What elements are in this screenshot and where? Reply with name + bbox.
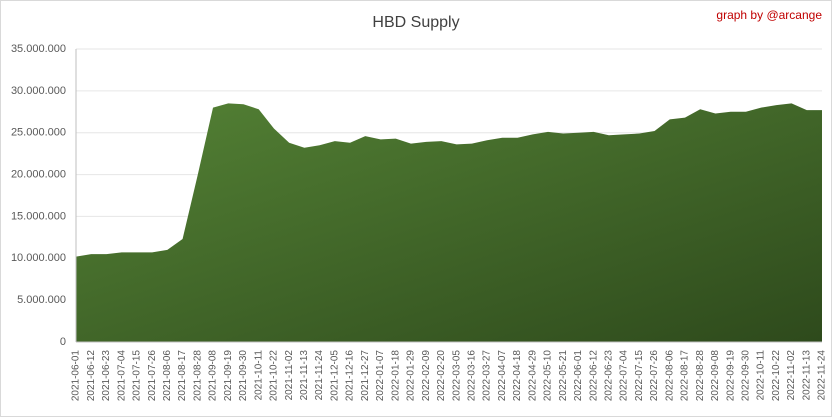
y-tick-label: 5.000.000 (17, 294, 66, 306)
x-tick-label: 2022-04-07 (497, 350, 508, 402)
x-tick-label: 2021-08-28 (192, 350, 203, 402)
x-tick-label: 2021-07-26 (147, 350, 158, 402)
x-tick-label: 2022-09-19 (725, 350, 736, 402)
x-tick-label: 2021-06-23 (101, 350, 112, 402)
x-tick-label: 2021-09-19 (223, 350, 234, 402)
x-tick-label: 2022-09-08 (710, 350, 721, 402)
x-tick-label: 2022-05-10 (543, 350, 554, 402)
x-tick-label: 2021-06-12 (86, 350, 97, 402)
x-tick-label: 2021-10-11 (253, 350, 264, 401)
x-tick-label: 2022-10-22 (771, 350, 782, 402)
x-tick-label: 2022-10-11 (756, 350, 767, 401)
x-tick-label: 2022-03-05 (451, 350, 462, 402)
y-tick-label: 35.000.000 (11, 43, 66, 55)
x-tick-label: 2022-03-27 (482, 350, 493, 402)
x-tick-label: 2021-06-01 (71, 350, 82, 402)
x-tick-label: 2022-02-20 (436, 350, 447, 402)
annotation: graph by @arcange (716, 8, 822, 22)
x-tick-label: 2022-09-30 (741, 350, 752, 402)
x-tick-label: 2022-11-02 (786, 350, 797, 401)
x-tick-label: 2021-08-06 (162, 350, 173, 402)
x-tick-label: 2022-06-01 (573, 350, 584, 402)
chart-title: HBD Supply (372, 14, 459, 31)
y-tick-label: 0 (60, 336, 66, 348)
x-tick-label: 2021-08-17 (177, 350, 188, 402)
x-tick-label: 2022-04-18 (512, 350, 523, 402)
x-tick-label: 2022-04-29 (527, 350, 538, 402)
x-tick-label: 2021-11-13 (299, 350, 310, 401)
x-tick-label: 2021-09-08 (208, 350, 219, 402)
x-tick-label: 2022-06-12 (588, 350, 599, 402)
y-tick-label: 25.000.000 (11, 127, 66, 139)
y-tick-label: 30.000.000 (11, 85, 66, 97)
x-tick-label: 2022-11-13 (801, 350, 812, 401)
x-tick-label: 2021-12-16 (345, 350, 356, 402)
x-tick-label: 2021-07-04 (116, 350, 127, 402)
x-tick-label: 2022-08-28 (695, 350, 706, 402)
x-tick-label: 2022-02-09 (421, 350, 432, 402)
x-tick-label: 2021-09-30 (238, 350, 249, 402)
x-tick-label: 2022-01-07 (375, 350, 386, 402)
y-tick-label: 20.000.000 (11, 168, 66, 180)
x-tick-label: 2022-06-23 (603, 350, 614, 402)
y-tick-label: 10.000.000 (11, 252, 66, 264)
x-tick-label: 2021-11-24 (314, 350, 325, 401)
x-tick-label: 2022-07-15 (634, 350, 645, 402)
area (76, 103, 822, 343)
x-tick-label: 2021-12-27 (360, 350, 371, 402)
x-tick-label: 2022-01-29 (406, 350, 417, 402)
x-tick-label: 2021-12-05 (329, 350, 340, 402)
x-tick-label: 2021-10-22 (269, 350, 280, 402)
y-tick-label: 15.000.000 (11, 210, 66, 222)
x-tick-label: 2022-05-21 (558, 350, 569, 402)
x-tick-label: 2022-07-04 (619, 350, 630, 402)
x-tick-label: 2022-03-16 (466, 350, 477, 402)
x-tick-label: 2022-01-18 (390, 350, 401, 402)
x-tick-label: 2022-07-26 (649, 350, 660, 402)
x-tick-label: 2022-11-24 (817, 350, 828, 401)
x-tick-label: 2021-11-02 (284, 350, 295, 401)
x-tick-label: 2021-07-15 (132, 350, 143, 402)
x-tick-label: 2022-08-17 (680, 350, 691, 402)
x-tick-label: 2022-08-06 (664, 350, 675, 402)
